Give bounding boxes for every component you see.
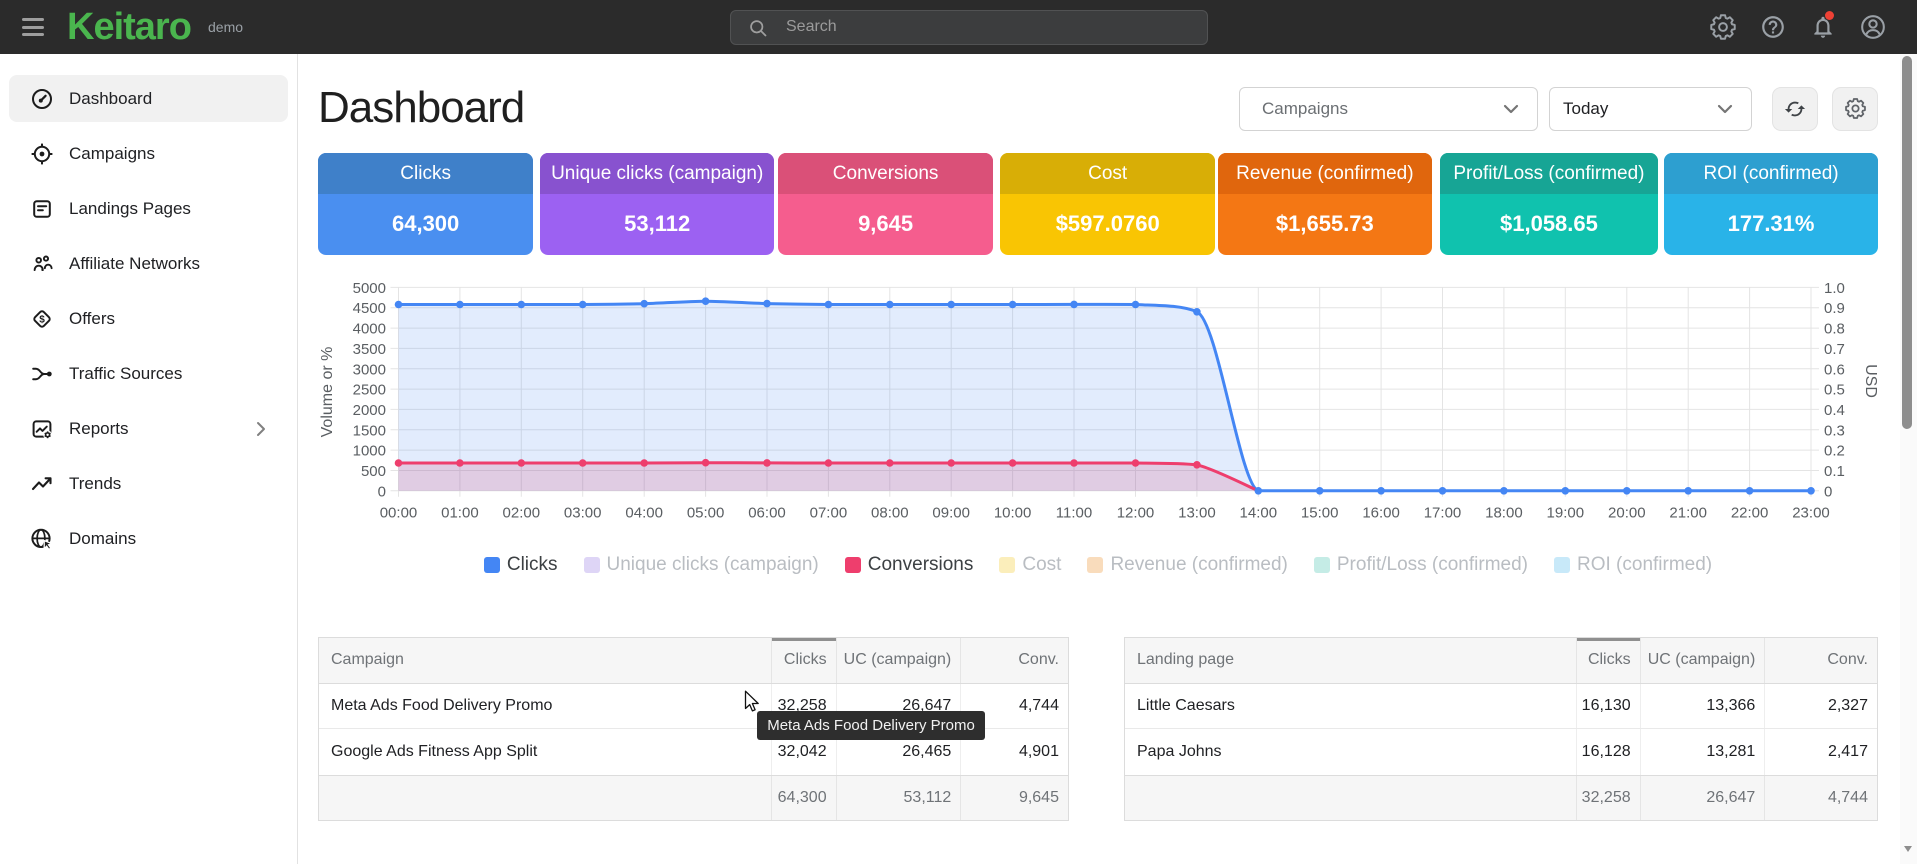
svg-text:01:00: 01:00 — [441, 504, 479, 520]
svg-text:19:00: 19:00 — [1547, 504, 1585, 520]
svg-text:23:00: 23:00 — [1792, 504, 1830, 520]
svg-text:4500: 4500 — [353, 300, 386, 317]
svg-text:0.8: 0.8 — [1824, 321, 1845, 338]
svg-text:2000: 2000 — [353, 402, 386, 419]
svg-text:10:00: 10:00 — [994, 504, 1032, 520]
svg-text:0.9: 0.9 — [1824, 300, 1845, 317]
svg-text:0.1: 0.1 — [1824, 463, 1845, 480]
svg-text:12:00: 12:00 — [1117, 504, 1155, 520]
svg-text:0.4: 0.4 — [1824, 402, 1845, 419]
svg-text:2500: 2500 — [353, 382, 386, 399]
svg-text:16:00: 16:00 — [1362, 504, 1400, 520]
svg-text:17:00: 17:00 — [1424, 504, 1462, 520]
svg-text:03:00: 03:00 — [564, 504, 602, 520]
svg-text:500: 500 — [361, 463, 386, 480]
svg-text:08:00: 08:00 — [871, 504, 909, 520]
svg-text:0: 0 — [1824, 483, 1832, 500]
svg-text:1500: 1500 — [353, 422, 386, 439]
svg-text:00:00: 00:00 — [380, 504, 418, 520]
svg-text:18:00: 18:00 — [1485, 504, 1523, 520]
svg-text:22:00: 22:00 — [1731, 504, 1769, 520]
svg-text:04:00: 04:00 — [625, 504, 663, 520]
svg-text:13:00: 13:00 — [1178, 504, 1216, 520]
svg-text:0.6: 0.6 — [1824, 361, 1845, 378]
svg-text:0.2: 0.2 — [1824, 443, 1845, 460]
svg-text:11:00: 11:00 — [1056, 504, 1092, 520]
svg-text:05:00: 05:00 — [687, 504, 725, 520]
svg-text:3000: 3000 — [353, 361, 386, 378]
svg-text:5000: 5000 — [353, 280, 386, 297]
svg-text:06:00: 06:00 — [748, 504, 786, 520]
svg-text:1.0: 1.0 — [1824, 280, 1845, 297]
svg-text:4000: 4000 — [353, 321, 386, 338]
svg-text:02:00: 02:00 — [503, 504, 541, 520]
svg-text:14:00: 14:00 — [1240, 504, 1278, 520]
svg-text:3500: 3500 — [353, 341, 386, 358]
svg-text:Volume or %: Volume or % — [319, 347, 336, 438]
svg-text:USD: USD — [1862, 364, 1878, 398]
svg-text:07:00: 07:00 — [810, 504, 848, 520]
svg-text:$: $ — [39, 314, 45, 325]
svg-text:21:00: 21:00 — [1669, 504, 1707, 520]
svg-text:20:00: 20:00 — [1608, 504, 1646, 520]
svg-text:0.3: 0.3 — [1824, 422, 1845, 439]
svg-text:15:00: 15:00 — [1301, 504, 1339, 520]
svg-text:09:00: 09:00 — [932, 504, 970, 520]
svg-text:1000: 1000 — [353, 443, 386, 460]
svg-text:0.7: 0.7 — [1824, 341, 1845, 358]
svg-text:0: 0 — [378, 483, 386, 500]
svg-text:0.5: 0.5 — [1824, 382, 1845, 399]
